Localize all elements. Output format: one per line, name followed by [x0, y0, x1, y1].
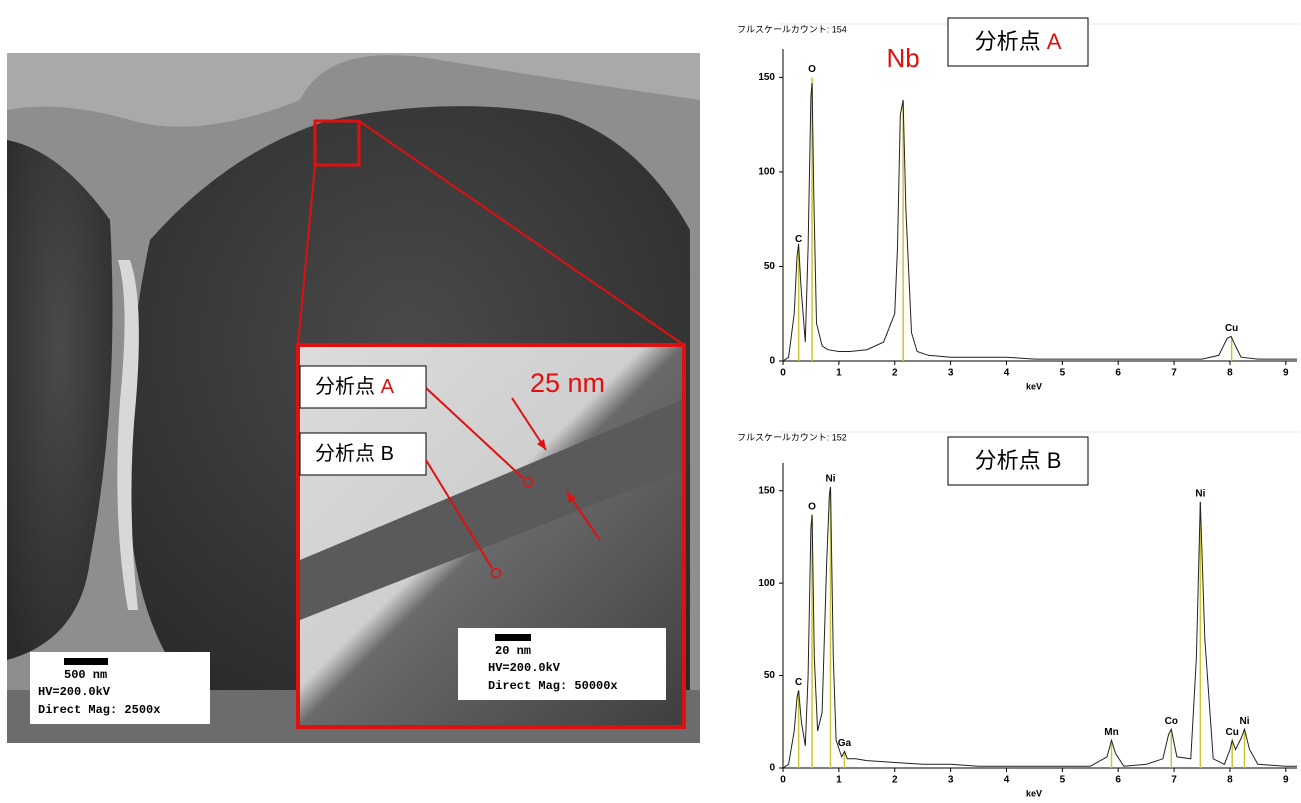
peak-label: Ni — [1195, 488, 1205, 499]
box-label: 分析点 B — [975, 448, 1062, 473]
y-tick-label: 100 — [758, 578, 775, 589]
scale-box-high: 20 nm HV=200.0kV Direct Mag: 50000x — [458, 628, 666, 700]
label-letter: A — [381, 376, 395, 398]
mag-text: Direct Mag: 50000x — [488, 679, 618, 693]
label-letter: A — [1047, 29, 1062, 54]
x-tick-label: 4 — [1004, 368, 1010, 379]
y-tick-label: 0 — [769, 763, 775, 774]
y-tick-label: 0 — [769, 356, 775, 367]
peak-label: Ga — [838, 738, 852, 749]
x-tick-label: 4 — [1004, 775, 1010, 786]
label-text: 分析点 — [315, 375, 375, 398]
label-letter: B — [1047, 448, 1062, 473]
x-tick-label: 9 — [1283, 775, 1289, 786]
peak-label: Mn — [1104, 727, 1118, 738]
x-tick-label: 3 — [948, 775, 954, 786]
peak-label: C — [795, 234, 802, 245]
fullscale: フルスケールカウント: 154 — [737, 24, 847, 34]
x-tick-label: 1 — [836, 775, 842, 786]
peak-label: Cu — [1226, 727, 1239, 738]
x-tick-label: 5 — [1060, 368, 1066, 379]
figure: 500 nm HV=200.0kV Direct Mag: 2500x 20 n… — [0, 0, 1301, 803]
x-tick-label: 8 — [1227, 775, 1233, 786]
box-label: 分析点 A — [975, 29, 1062, 54]
thickness-label: 25 nm — [530, 368, 605, 398]
peak-label: O — [808, 501, 816, 512]
label-text: 分析点 — [975, 448, 1041, 473]
hv-text: HV=200.0kV — [488, 661, 561, 675]
point-label: 分析点 B — [315, 442, 394, 465]
y-tick-label: 50 — [764, 670, 776, 681]
spectrum — [783, 83, 1297, 361]
y-tick-label: 150 — [758, 72, 775, 83]
x-tick-label: 1 — [836, 368, 842, 379]
scale-text: 500 nm — [64, 668, 107, 682]
x-tick-label: 7 — [1171, 775, 1177, 786]
label-text: 分析点 — [975, 29, 1041, 54]
x-tick-label: 3 — [948, 368, 954, 379]
x-tick-label: 0 — [780, 368, 786, 379]
y-tick-label: 100 — [758, 167, 775, 178]
y-tick-label: 50 — [764, 261, 776, 272]
peak-label: Ni — [825, 474, 835, 485]
fullscale: フルスケールカウント: 152 — [737, 432, 847, 442]
label-letter: B — [381, 443, 394, 465]
x-axis-label: keV — [1026, 381, 1042, 391]
y-tick-label: 150 — [758, 485, 775, 496]
scale-text: 20 nm — [495, 644, 531, 658]
x-tick-label: 5 — [1060, 775, 1066, 786]
x-tick-label: 8 — [1227, 368, 1233, 379]
x-tick-label: 6 — [1115, 368, 1121, 379]
peak-label: O — [808, 64, 816, 75]
x-tick-label: 7 — [1171, 368, 1177, 379]
scale-bar — [495, 634, 531, 641]
peak-label: C — [795, 677, 802, 688]
point-label: 分析点 A — [315, 375, 395, 398]
scale-box-low: 500 nm HV=200.0kV Direct Mag: 2500x — [30, 652, 210, 724]
hv-text: HV=200.0kV — [38, 685, 111, 699]
label-text: 分析点 — [315, 442, 375, 465]
x-tick-label: 6 — [1115, 775, 1121, 786]
x-tick-label: 2 — [892, 368, 898, 379]
x-axis-label: keV — [1026, 788, 1042, 798]
x-tick-label: 9 — [1283, 368, 1289, 379]
peak-label: Nb — [886, 43, 919, 73]
micrograph: 500 nm HV=200.0kV Direct Mag: 2500x 20 n… — [7, 53, 700, 743]
scale-bar — [64, 658, 108, 665]
peak-label: Co — [1165, 716, 1178, 727]
peak-label: Cu — [1225, 323, 1238, 334]
x-tick-label: 0 — [780, 775, 786, 786]
spectrum — [783, 487, 1297, 768]
peak-label: Ni — [1239, 716, 1249, 727]
mag-text: Direct Mag: 2500x — [38, 703, 160, 717]
x-tick-label: 2 — [892, 775, 898, 786]
